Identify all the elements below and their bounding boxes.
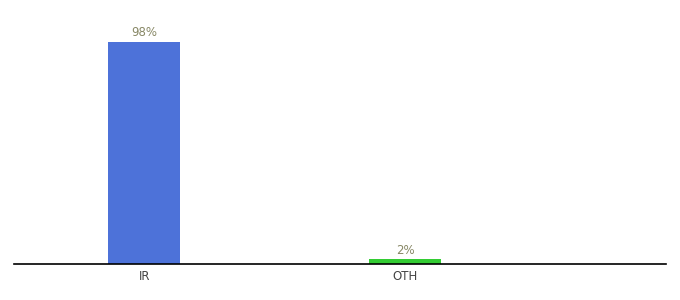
Bar bbox=[108, 42, 180, 264]
Text: 2%: 2% bbox=[396, 244, 415, 257]
Text: 98%: 98% bbox=[131, 26, 157, 39]
Bar bbox=[369, 260, 441, 264]
